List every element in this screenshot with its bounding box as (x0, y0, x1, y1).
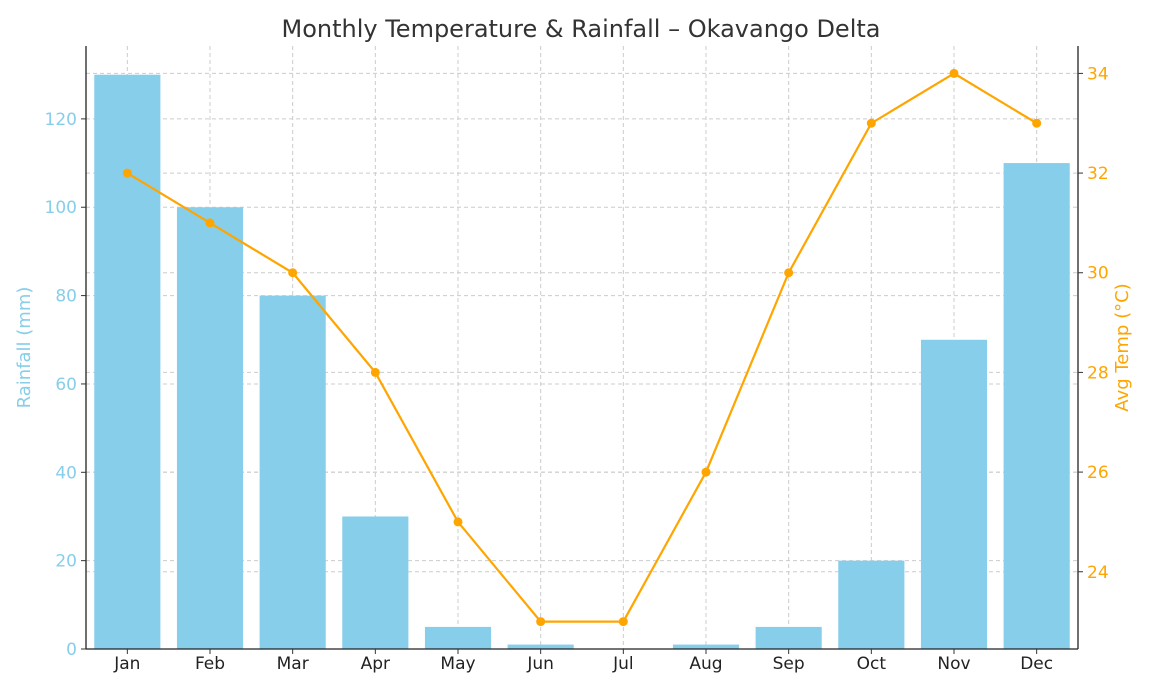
temperature-point (1032, 118, 1042, 128)
rainfall-bar (94, 74, 161, 649)
right-tick-label: 30 (1087, 264, 1109, 284)
left-axis-ticks: 0 20 40 60 80 100 120 (45, 110, 86, 660)
temperature-line-series (122, 68, 1042, 627)
x-tick-label: Jan (113, 654, 140, 674)
right-tick-label: 34 (1087, 64, 1109, 84)
x-tick-label: Mar (277, 654, 309, 674)
right-tick-label: 26 (1087, 463, 1109, 483)
right-tick-label: 24 (1087, 563, 1109, 583)
temperature-point (866, 118, 876, 128)
rainfall-bar (176, 207, 244, 649)
chart-title: Monthly Temperature & Rainfall – Okavang… (282, 15, 881, 43)
temperature-point (536, 617, 546, 627)
right-tick-label: 28 (1087, 363, 1109, 383)
right-axis-ticks: 24 26 28 30 32 34 (1078, 64, 1109, 583)
temperature-line (126, 72, 1038, 623)
temperature-point (288, 268, 298, 278)
rainfall-bar (920, 339, 988, 649)
left-tick-label: 60 (55, 375, 77, 395)
y-axis-label-right: Avg Temp (°C) (1112, 283, 1133, 411)
temperature-point (949, 68, 959, 78)
left-tick-label: 100 (45, 198, 77, 218)
grid (86, 46, 1078, 650)
temperature-point (122, 168, 132, 178)
x-tick-label: Aug (689, 654, 722, 674)
rainfall-bar (755, 626, 822, 649)
left-tick-label: 120 (45, 110, 77, 130)
left-tick-label: 80 (55, 287, 77, 307)
x-axis-ticks: Jan Feb Mar Apr May Jun Jul Aug Sep Oct Nov Dec (113, 649, 1053, 674)
temperature-point (370, 367, 380, 377)
temperature-point (618, 617, 628, 627)
rainfall-bar (507, 644, 574, 649)
y-axis-label-left: Rainfall (mm) (14, 287, 35, 409)
x-tick-label: Jul (612, 654, 634, 674)
x-tick-label: Jun (526, 654, 554, 674)
x-tick-label: Dec (1020, 654, 1053, 674)
temperature-point (784, 268, 794, 278)
temperature-point (453, 517, 463, 527)
rainfall-bars (94, 74, 1070, 650)
rainfall-bar (424, 626, 492, 649)
x-tick-label: May (440, 654, 475, 674)
rainfall-bar (342, 516, 409, 649)
rainfall-bar (838, 560, 905, 649)
temperature-point (701, 467, 711, 477)
rainfall-bar (672, 644, 740, 649)
left-tick-label: 20 (55, 552, 77, 572)
axes (85, 46, 1079, 650)
x-tick-label: Apr (361, 654, 390, 674)
left-tick-label: 0 (66, 640, 77, 660)
rainfall-bar (259, 295, 326, 649)
x-tick-label: Nov (937, 654, 970, 674)
x-tick-label: Oct (857, 654, 887, 674)
left-tick-label: 40 (55, 463, 77, 483)
x-tick-label: Feb (195, 654, 225, 674)
right-tick-label: 32 (1087, 164, 1109, 184)
x-tick-label: Sep (773, 654, 805, 674)
temperature-point (205, 218, 215, 228)
rainfall-bar (1003, 163, 1070, 650)
